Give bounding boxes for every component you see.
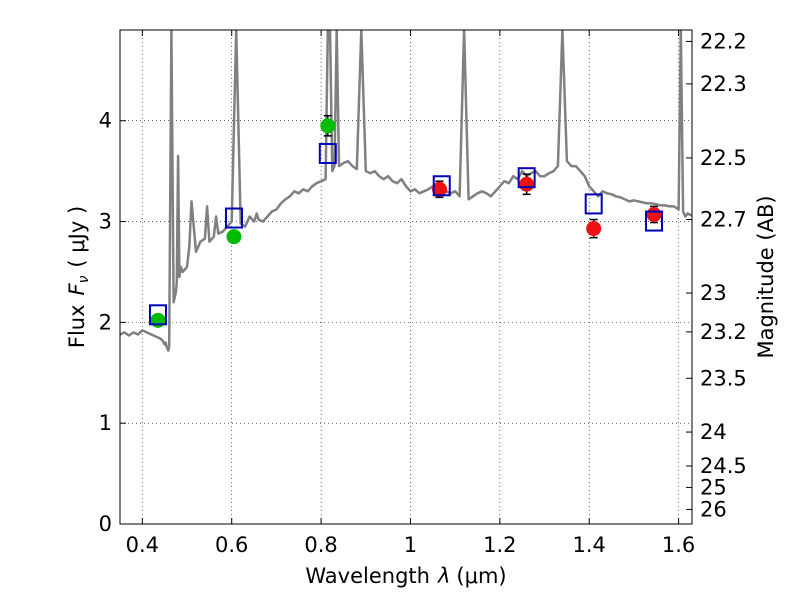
model-point xyxy=(148,304,167,326)
y-axis-label-unit: ( μJy ) xyxy=(65,206,89,268)
x-tick-label: 0.4 xyxy=(126,533,159,557)
plot-frame xyxy=(119,29,693,525)
model-point xyxy=(645,210,664,232)
x-tick-label: 1 xyxy=(404,533,417,557)
y-axis-label: Flux Fν ( μJy ) xyxy=(65,206,92,348)
magnitude-tick-label: 23.5 xyxy=(700,366,747,390)
x-tick-label: 1.2 xyxy=(483,533,516,557)
x-axis-label-unit: (μm) xyxy=(456,564,506,588)
magnitude-tick-label: 24 xyxy=(700,420,727,444)
y-tick-label: 4 xyxy=(99,109,112,133)
axis-ticks: 0.4 0.6 0.8 1 1.2 1.4 1.60123422.222.322.522.7… xyxy=(99,29,747,557)
x-tick-label: 1.6 xyxy=(662,533,695,557)
data-point xyxy=(320,118,336,134)
data-markers xyxy=(148,114,664,328)
x-axis-label-text: Wavelength xyxy=(305,564,430,588)
magnitude-tick-label: 23.2 xyxy=(700,320,747,344)
y-tick-label: 1 xyxy=(99,411,112,435)
magnitude-tick-label: 22.7 xyxy=(700,208,747,232)
magnitude-tick-label: 22.3 xyxy=(700,72,747,96)
x-tick-label: 0.8 xyxy=(304,533,337,557)
data-point xyxy=(432,181,448,197)
x-tick-label: 1.4 xyxy=(573,533,606,557)
data-point xyxy=(646,206,662,222)
model-point xyxy=(318,143,337,165)
magnitude-tick-label: 25 xyxy=(700,475,727,499)
magnitude-tick-label: 24.5 xyxy=(700,454,747,478)
model-point xyxy=(432,175,451,197)
magnitude-tick-label: 26 xyxy=(700,497,727,521)
y-axis-label-subscript: ν xyxy=(76,275,92,283)
magnitude-tick-label: 22.5 xyxy=(700,146,747,170)
y-tick-label: 3 xyxy=(99,210,112,234)
x-axis-label-symbol: λ xyxy=(437,564,450,588)
data-point xyxy=(226,229,242,245)
magnitude-tick-label: 22.2 xyxy=(700,29,747,53)
magnitude-tick-label: 23 xyxy=(700,281,727,305)
model-point xyxy=(584,193,603,215)
model-point xyxy=(517,167,536,189)
data-point xyxy=(519,176,535,192)
data-point xyxy=(150,312,166,328)
model-point xyxy=(224,207,243,229)
spectrum-line xyxy=(120,30,692,352)
x-axis-label: Wavelength λ (μm) xyxy=(305,564,506,588)
y-tick-label: 2 xyxy=(99,310,112,334)
y-axis-label-text: Flux xyxy=(65,304,89,348)
magnitude-axis-label: Magnitude (AB) xyxy=(754,195,778,358)
x-tick-label: 0.6 xyxy=(215,533,248,557)
data-point xyxy=(586,221,602,237)
y-tick-label: 0 xyxy=(99,512,112,536)
y-axis-label-symbol: F xyxy=(65,282,89,295)
